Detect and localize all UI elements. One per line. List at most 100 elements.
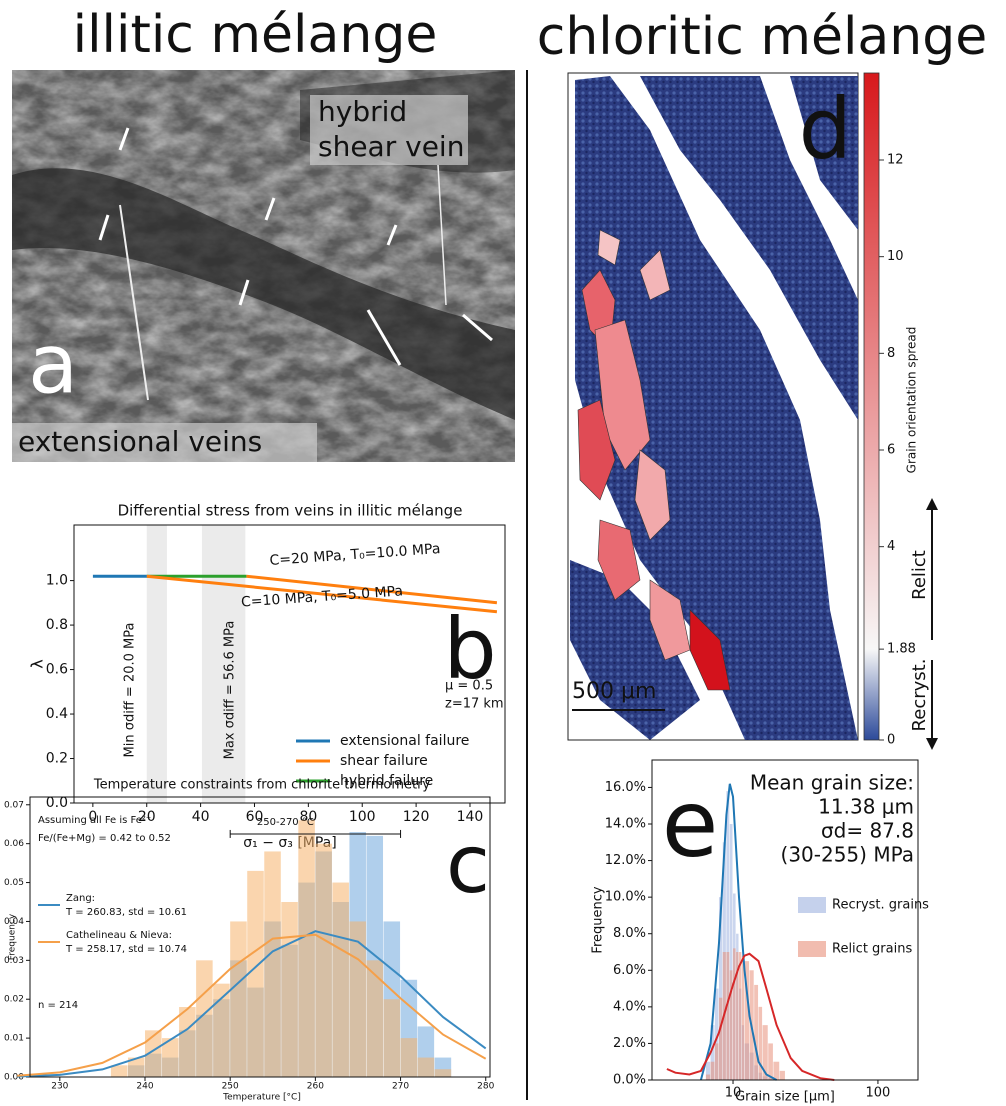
colorbar-tick-label: 8 xyxy=(887,346,895,361)
histogram-bar xyxy=(417,1057,435,1077)
legend-label: T = 258.17, std = 10.74 xyxy=(65,944,187,955)
annotation: Mean grain size: xyxy=(750,771,914,795)
colorbar-tick-label: 4 xyxy=(887,539,895,554)
histogram-bar xyxy=(744,961,750,1080)
colorbar-tick-label: 0 xyxy=(887,733,895,748)
x-tick-label: 100 xyxy=(866,1086,891,1101)
colorbar-annotation: Recryst. xyxy=(909,659,930,732)
x-tick-label: 140 xyxy=(457,809,484,825)
y-tick-label: 0.8 xyxy=(46,617,68,633)
annotation: 11.38 μm xyxy=(818,795,914,819)
y-tick-label: 0.07 xyxy=(4,800,24,810)
legend-label: hybrid failure xyxy=(340,773,433,789)
y-axis-label: Frequency xyxy=(8,913,18,960)
y-axis-label: λ xyxy=(28,659,47,668)
y-tick-label: 6.0% xyxy=(613,963,646,978)
x-tick-label: 270 xyxy=(392,1082,409,1092)
histogram-bar xyxy=(762,1025,768,1080)
annotation: σd= 87.8 xyxy=(821,819,914,843)
y-tick-label: 0.4 xyxy=(46,706,68,722)
legend-label: Relict grains xyxy=(832,942,912,957)
histogram-bar xyxy=(726,791,730,1080)
legend-label: Recryst. grains xyxy=(832,898,929,913)
panel-letter: a xyxy=(28,317,78,412)
histogram-bar xyxy=(315,843,332,1077)
histogram-bar xyxy=(127,1057,145,1077)
x-tick-label: 280 xyxy=(477,1082,494,1092)
annotation: n = 214 xyxy=(38,1000,78,1011)
histogram-bar xyxy=(110,1065,128,1077)
histogram-bar xyxy=(733,948,736,1080)
histogram-bar xyxy=(332,882,349,1077)
histogram-bar xyxy=(400,1038,418,1077)
y-tick-label: 0.05 xyxy=(4,878,24,888)
shaded-band xyxy=(201,525,246,803)
y-tick-label: 10.0% xyxy=(605,890,646,905)
x-tick-label: 60 xyxy=(246,809,264,825)
histogram-bar xyxy=(714,988,719,1080)
histogram-bar xyxy=(741,955,744,1080)
histogram-bar xyxy=(710,1025,715,1080)
y-tick-label: 2.0% xyxy=(613,1036,646,1051)
y-tick-label: 0.02 xyxy=(4,995,24,1005)
annotation: (30-255) MPa xyxy=(781,843,914,867)
histogram-bar xyxy=(736,952,739,1080)
histogram-bar xyxy=(383,999,401,1077)
legend-label: extensional failure xyxy=(340,733,469,749)
colorbar-tick-label: 10 xyxy=(887,249,904,264)
range-label: 250-270 °C xyxy=(257,817,314,828)
x-axis-label: Temperature [°C] xyxy=(222,1093,301,1103)
panel-letter: e xyxy=(662,770,719,877)
histogram-bar xyxy=(710,1061,715,1080)
image-label: shear vein xyxy=(318,130,464,163)
legend-swatch xyxy=(798,941,826,957)
y-tick-label: 1.0 xyxy=(46,573,68,589)
histogram-bar xyxy=(754,984,759,1080)
histogram-bar xyxy=(729,824,733,1080)
panel-letter: b xyxy=(443,600,496,698)
x-tick-label: 20 xyxy=(138,809,156,825)
y-tick-label: 0.0% xyxy=(613,1073,646,1088)
histogram-bar xyxy=(145,1030,162,1077)
y-tick-label: 0.03 xyxy=(4,956,24,966)
x-tick-label: 250 xyxy=(222,1082,239,1092)
y-axis-label: Frequency xyxy=(591,886,606,953)
x-tick-label: 230 xyxy=(51,1082,68,1092)
plot-frame xyxy=(29,796,491,1078)
chart-title: Temperature constraints from chlorite th… xyxy=(93,778,431,793)
legend-label: shear failure xyxy=(340,753,428,769)
x-tick-label: 100 xyxy=(349,809,376,825)
y-tick-label: 14.0% xyxy=(605,817,646,832)
legend-swatch xyxy=(798,897,826,913)
y-tick-label: 4.0% xyxy=(613,999,646,1014)
histogram-bar xyxy=(779,1070,785,1080)
data-line xyxy=(146,574,498,614)
data-line xyxy=(246,574,498,605)
histogram-bar xyxy=(739,952,742,1080)
histogram-bar xyxy=(366,960,384,1077)
histogram-bar xyxy=(162,1038,179,1077)
colorbar-tick-label: 1.88 xyxy=(887,642,916,657)
band-label: Min σdiff = 20.0 MPa xyxy=(123,623,138,758)
histogram-bar xyxy=(768,1043,773,1080)
plot-frame xyxy=(73,524,506,804)
y-tick-label: 12.0% xyxy=(605,853,646,868)
legend-label: Zang: xyxy=(66,893,95,904)
histogram-bar xyxy=(773,1061,780,1080)
panel-a-image xyxy=(12,70,515,462)
histogram-bar xyxy=(281,902,298,1077)
chart-title: Differential stress from veins in illiti… xyxy=(118,502,463,520)
y-tick-label: 8.0% xyxy=(613,926,646,941)
histogram-bar xyxy=(230,921,247,1077)
histogram-bar xyxy=(714,1043,719,1080)
x-tick-label: 40 xyxy=(192,809,210,825)
x-tick-label: 0 xyxy=(88,809,97,825)
histogram-bar xyxy=(298,820,315,1077)
panel-title: illitic mélange xyxy=(73,5,438,65)
histogram-bar xyxy=(729,970,733,1080)
panel-letter: c xyxy=(446,818,490,911)
x-tick-label: 120 xyxy=(403,809,430,825)
histogram-bar xyxy=(264,851,281,1077)
y-tick-label: 0.2 xyxy=(46,751,68,767)
histogram-bar xyxy=(758,1006,763,1080)
